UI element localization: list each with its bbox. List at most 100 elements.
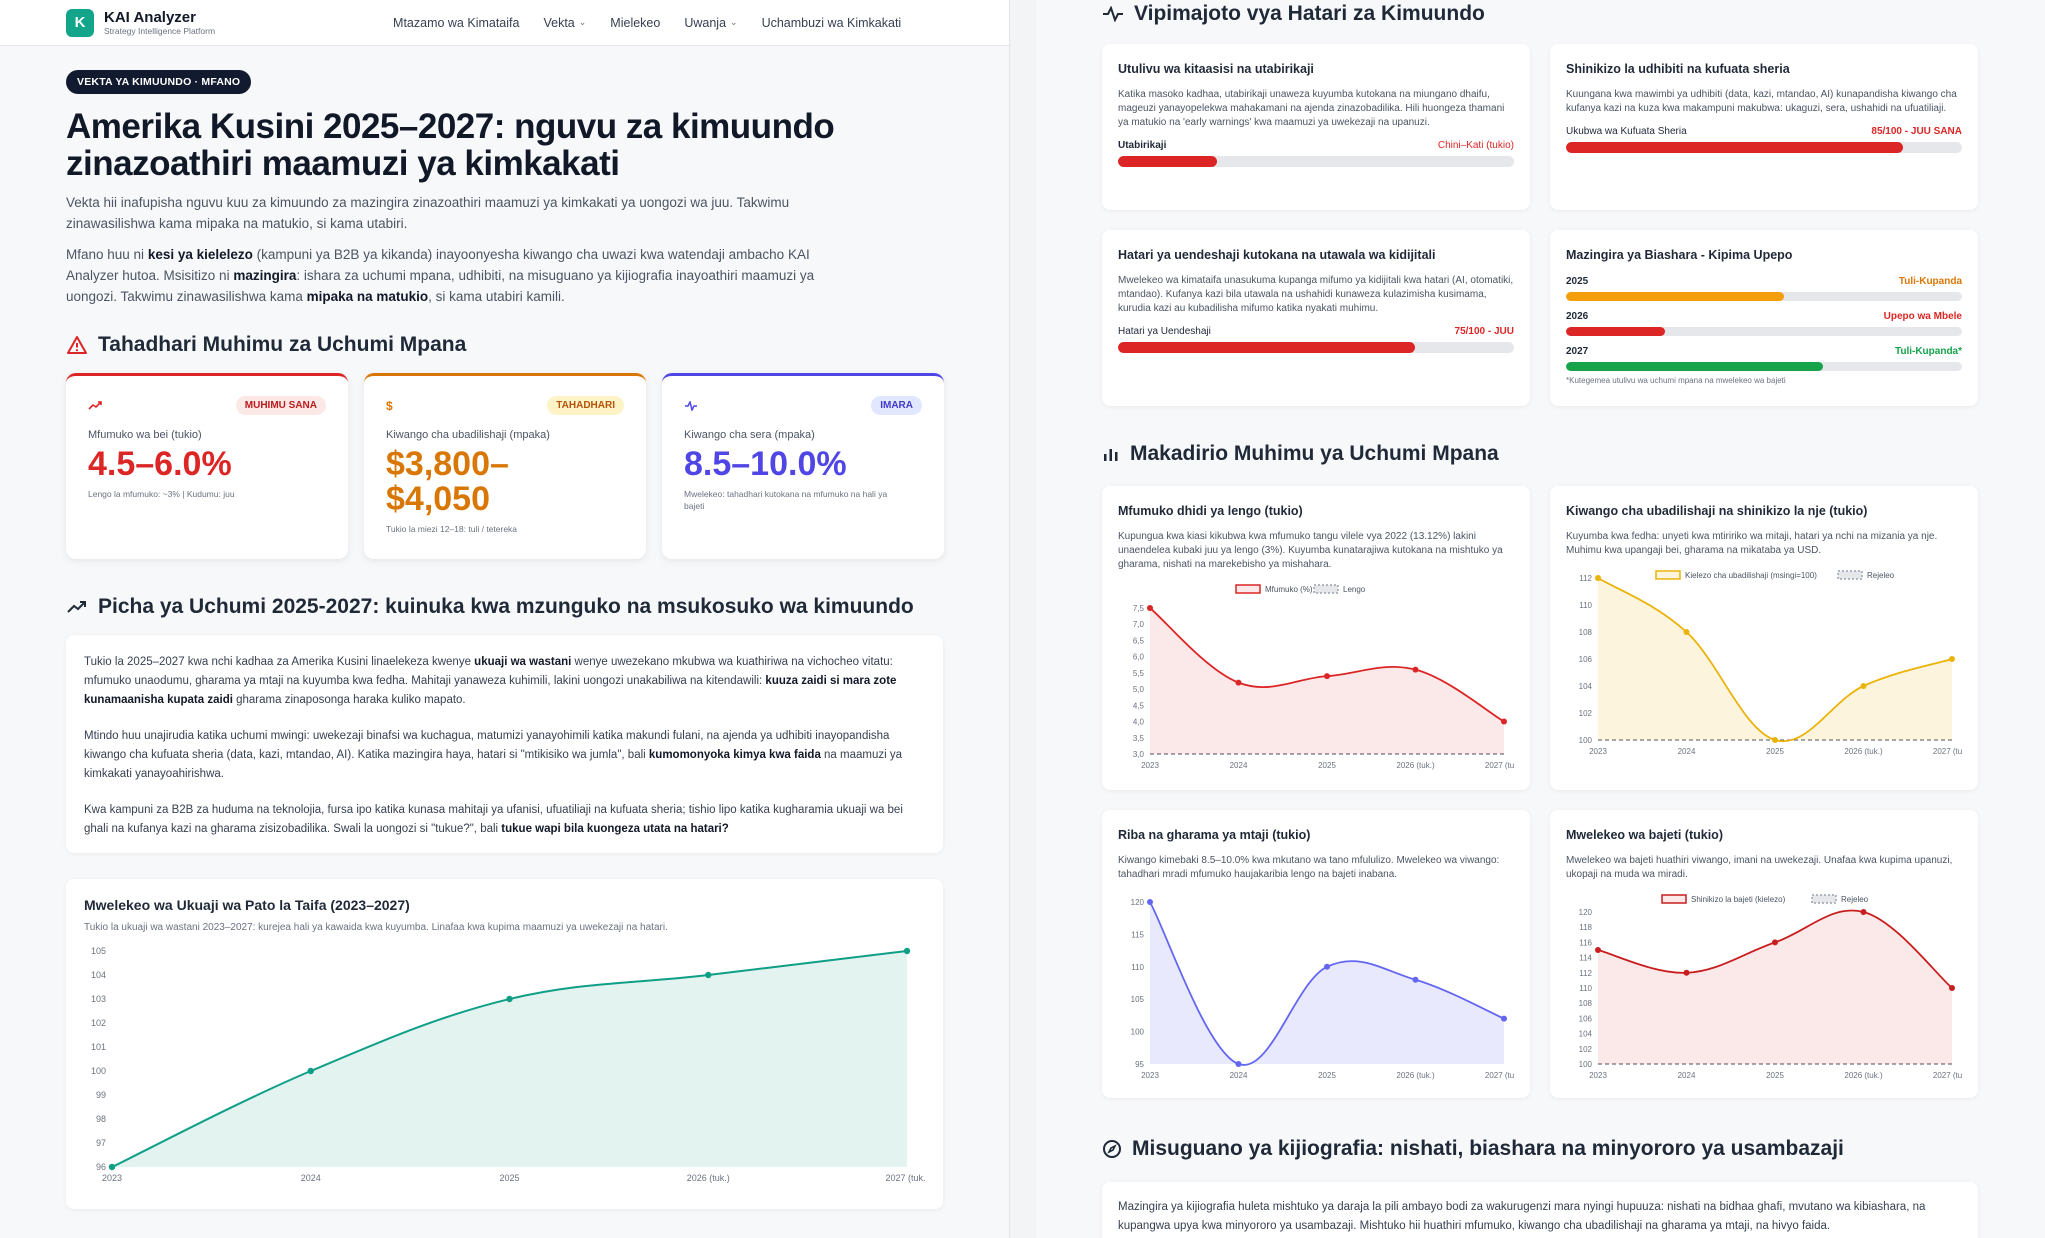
data-point xyxy=(705,971,712,979)
gdp-chart-card: Mwelekeo wa Ukuaji wa Pato la Taifa (202… xyxy=(66,879,943,1209)
card-title: Mwelekeo wa bajeti (tukio) xyxy=(1566,828,1723,842)
y-tick-label: 101 xyxy=(91,1042,106,1052)
lead-text: Mfano huu ni xyxy=(66,247,148,262)
card-title: Shinikizo la udhibiti na kufuata sheria xyxy=(1566,62,1790,76)
left-page: K KAI Analyzer Strategy Intelligence Pla… xyxy=(0,0,1010,1238)
data-point xyxy=(1595,575,1601,581)
y-tick-label: 105 xyxy=(1131,995,1145,1004)
kpi-note: Tukio la miezi 12–18: tuli / tetereka xyxy=(386,524,518,534)
geo-text: Mazingira ya kijiografia huleta mishtuko… xyxy=(1118,1201,1926,1232)
lead-emphasis: kesi ya kielelezo xyxy=(147,247,253,262)
x-tick-label: 2026 (tuk.) xyxy=(1844,747,1883,756)
risk-card-business-climate: Mazingira ya Biashara - Kipima Upepo 202… xyxy=(1550,230,1978,406)
bar-chart-icon xyxy=(1104,449,1118,461)
meter-value: 75/100 - JUU xyxy=(1454,326,1514,337)
y-tick-label: 118 xyxy=(1579,923,1592,932)
card-title: Mfumuko dhidi ya lengo (tukio) xyxy=(1118,504,1303,518)
story-text: Mtindo huu unajirudia katika uchumi mwin… xyxy=(84,730,890,761)
data-point xyxy=(1772,737,1778,743)
kpi-value: 8.5–10.0% xyxy=(684,445,847,483)
trend-up-icon xyxy=(88,400,102,410)
x-tick-label: 2023 xyxy=(1141,761,1159,770)
y-tick-label: 5,0 xyxy=(1133,685,1145,694)
y-tick-label: 6,5 xyxy=(1133,636,1145,645)
nav-link-uwanja[interactable]: Uwanja ⌄ xyxy=(684,16,737,30)
nav-link-label: Mielekeo xyxy=(610,15,661,30)
data-point xyxy=(1324,963,1330,970)
x-tick-label: 2025 xyxy=(1766,1071,1784,1080)
card-title: Utulivu wa kitaasisi na utabirikaji xyxy=(1118,62,1314,76)
legend-label: Kielezo cha ubadilishaji (msingi=100) xyxy=(1685,571,1817,580)
y-tick-label: 102 xyxy=(1579,1045,1593,1054)
meter-value: 85/100 - JUU SANA xyxy=(1871,126,1962,137)
series-area xyxy=(1598,910,1952,1064)
risk-card-predictability: Utulivu wa kitaasisi na utabirikaji Kati… xyxy=(1102,44,1530,210)
x-tick-label: 2025 xyxy=(1318,761,1336,770)
nav-link-label: Uchambuzi wa Kimkakati xyxy=(761,15,902,30)
y-tick-label: 103 xyxy=(91,994,106,1004)
y-tick-label: 110 xyxy=(1131,963,1144,972)
y-tick-label: 100 xyxy=(1131,1028,1145,1037)
section-title-text: Vipimajoto vya Hatari za Kimuundo xyxy=(1134,2,1485,25)
nav-link-strategy[interactable]: Uchambuzi wa Kimkakati xyxy=(762,16,902,30)
macro-section-title: Makadirio Muhimu ya Uchumi Mpana xyxy=(1102,442,1499,466)
logo-icon[interactable]: K xyxy=(66,8,94,37)
exchange-chart-card: Kiwango cha ubadilishaji na shinikizo la… xyxy=(1550,486,1978,790)
card-description: Mwelekeo wa bajeti huathiri viwango, ima… xyxy=(1566,855,1953,880)
x-tick-label: 2024 xyxy=(301,1173,321,1183)
meter-fill xyxy=(1566,327,1665,336)
data-point xyxy=(108,1163,116,1171)
data-point xyxy=(1683,969,1690,976)
meter-track xyxy=(1566,362,1962,371)
card-description: Kuyumba kwa fedha: unyeti kwa mtiririko … xyxy=(1566,531,1938,556)
nav-link-global[interactable]: Mtazamo wa Kimataifa xyxy=(393,16,519,30)
inflation-chart-card: Mfumuko dhidi ya lengo (tukio) Kupungua … xyxy=(1102,486,1530,790)
legend-swatch xyxy=(1313,584,1339,594)
data-point xyxy=(1412,666,1419,673)
story-emphasis: kumomonyoka kimya kwa faida xyxy=(648,749,821,761)
story-paragraph-1: Tukio la 2025–2027 kwa nchi kadhaa za Am… xyxy=(84,653,925,710)
y-tick-label: 108 xyxy=(1579,999,1593,1008)
picture-section-title: Picha ya Uchumi 2025-2027: kuinuka kwa m… xyxy=(66,595,945,619)
climate-state: Tuli-Kupanda* xyxy=(1894,346,1962,357)
kpi-cards: MUHIMU SANA Mfumuko wa bei (tukio) 4.5–6… xyxy=(66,373,945,559)
section-title-text: Picha ya Uchumi 2025-2027: kuinuka kwa m… xyxy=(98,595,914,618)
risk-section-title: Vipimajoto vya Hatari za Kimuundo xyxy=(1102,2,1485,26)
nav-link-label: Vekta xyxy=(543,15,575,30)
x-tick-label: 2024 xyxy=(1678,1071,1696,1080)
chevron-down-icon: ⌄ xyxy=(730,17,738,27)
kpi-card-exchange: $ TAHADHARI Kiwango cha ubadilishaji (mp… xyxy=(364,373,646,559)
lead-text: : ishara za uchumi mpana, udhibiti, na m… xyxy=(66,268,815,304)
x-tick-label: 2027 (tuk.) xyxy=(1485,1071,1514,1080)
y-tick-label: 105 xyxy=(91,946,106,956)
nav-links: Mtazamo wa Kimataifa Vekta ⌄ Mielekeo Uwa… xyxy=(393,16,901,30)
climate-year: 2025 xyxy=(1566,276,1589,287)
card-description: Kiwango kimebaki 8.5–10.0% kwa mkutano w… xyxy=(1118,855,1500,880)
y-tick-label: 112 xyxy=(1579,574,1592,583)
page-title: Amerika Kusini 2025–2027: nguvu za kimuu… xyxy=(66,107,835,183)
nav-link-mielekeo[interactable]: Mielekeo xyxy=(610,16,660,30)
y-tick-label: 106 xyxy=(1579,1014,1593,1023)
data-point xyxy=(1595,947,1601,953)
brand[interactable]: KAI Analyzer Strategy Intelligence Platf… xyxy=(104,9,215,36)
meter-fill xyxy=(1566,362,1824,371)
meter-fill xyxy=(1118,342,1415,353)
rates-chart-card: Riba na gharama ya mtaji (tukio) Kiwango… xyxy=(1102,810,1530,1098)
card-description: Mwelekeo wa kimataifa unasukuma kupanga … xyxy=(1118,275,1514,314)
climate-rows: 2025 Tuli-Kupanda 2026 Upepo wa Mbele 2027… xyxy=(1566,276,1962,385)
lead-text: , si kama utabiri kamili. xyxy=(428,289,565,304)
climate-footnote: *Kutegemea utulivu wa uchumi mpana na mw… xyxy=(1566,376,1786,385)
card-title: Hatari ya uendeshaji kutokana na utawala… xyxy=(1118,248,1436,262)
y-tick-label: 108 xyxy=(1579,628,1593,637)
series-line xyxy=(1149,901,1505,1066)
data-point xyxy=(1683,629,1690,635)
x-tick-label: 2024 xyxy=(1678,747,1696,756)
y-tick-label: 3,5 xyxy=(1133,734,1145,743)
lead-emphasis: mipaka na matukio xyxy=(306,289,429,304)
lead-paragraph-1: Vekta hii inafupisha nguvu kuu za kimuun… xyxy=(66,195,790,231)
warning-triangle-icon xyxy=(67,336,87,354)
nav-link-vekta[interactable]: Vekta ⌄ xyxy=(543,16,586,30)
y-tick-label: 104 xyxy=(91,970,106,980)
x-tick-label: 2027 (tuk.) xyxy=(885,1173,925,1183)
x-tick-label: 2026 (tuk.) xyxy=(1844,1071,1883,1080)
